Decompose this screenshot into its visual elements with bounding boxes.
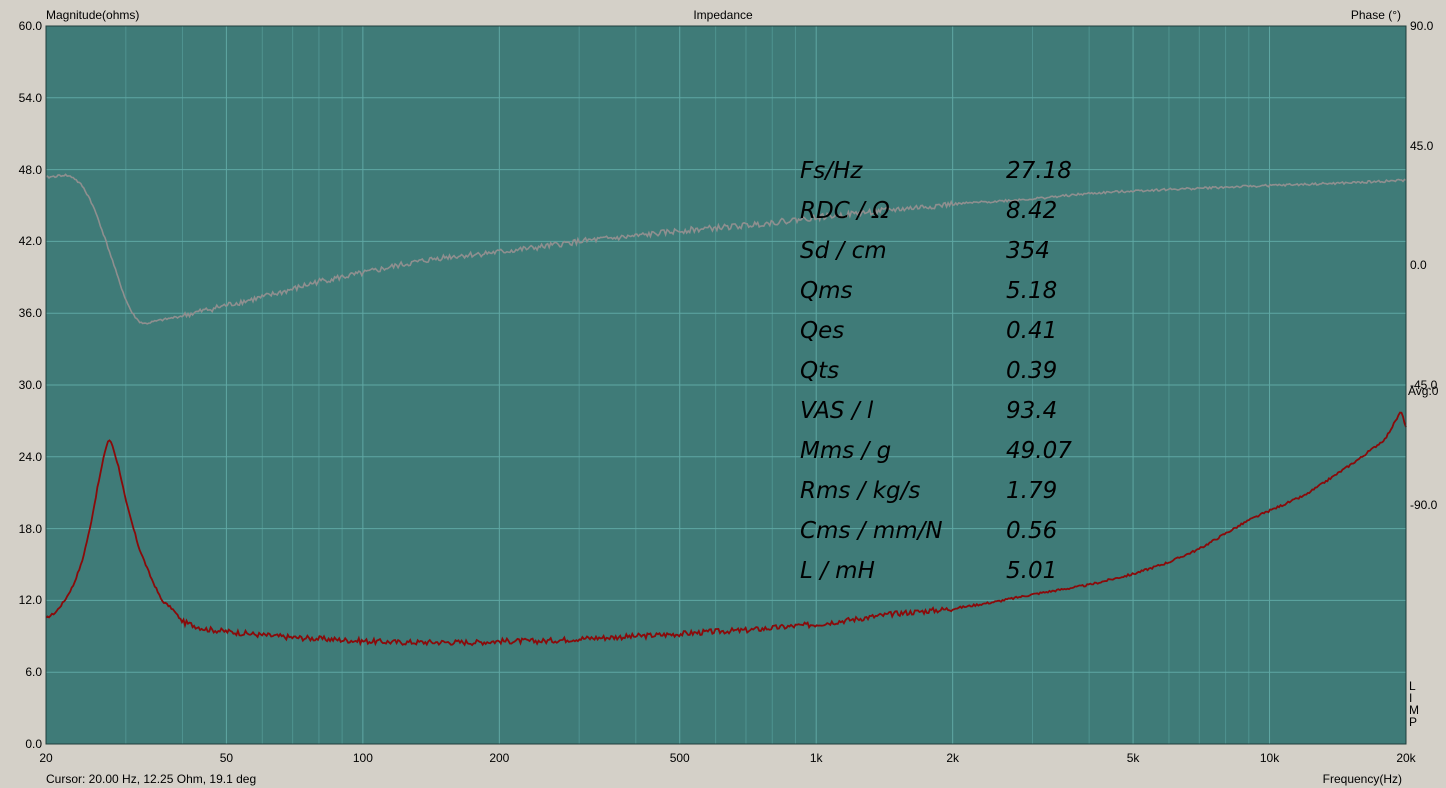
x-tick-label: 100 [352, 751, 373, 765]
avg-label: Avg:0 [1408, 384, 1439, 398]
x-tick-label: 1k [809, 751, 823, 765]
y2-tick-label: 0.0 [1410, 258, 1427, 273]
x-tick-label: 500 [669, 751, 690, 765]
param-name: Qts [800, 358, 840, 384]
param-value: 49.07 [1006, 438, 1072, 464]
x-tick-label: 5k [1126, 751, 1140, 765]
param-value: 1.79 [1006, 478, 1058, 504]
param-name: Mms / g [800, 438, 892, 464]
param-value: 0.39 [1006, 358, 1058, 384]
y-tick-label: 18.0 [18, 521, 42, 536]
param-value: 27.18 [1006, 158, 1072, 184]
x-tick-label: 20k [1396, 751, 1416, 765]
param-name: VAS / l [800, 398, 874, 424]
limp-letter: I [1409, 691, 1413, 705]
x-tick-label: 20 [39, 751, 53, 765]
y-tick-label: 0.0 [25, 737, 42, 751]
limp-label: L I M P [1409, 680, 1419, 728]
plot-border [45, 25, 1407, 745]
param-name: Rms / kg/s [800, 478, 921, 504]
param-value: 93.4 [1006, 398, 1058, 424]
param-value: 0.41 [1006, 318, 1058, 344]
param-name: L / mH [800, 558, 875, 584]
y-tick-label: 42.0 [18, 234, 42, 249]
chart-title: Impedance [693, 8, 753, 22]
y2-tick-label: 90.0 [1410, 19, 1434, 33]
y-tick-label: 36.0 [18, 306, 42, 321]
param-name: Fs/Hz [800, 158, 863, 184]
param-value: 5.18 [1006, 278, 1058, 304]
param-name: Sd / cm [800, 238, 887, 264]
y-tick-label: 60.0 [18, 19, 42, 33]
magnitude-series-line [45, 411, 1407, 647]
y-tick-label: 54.0 [18, 90, 42, 105]
param-value: 0.56 [1006, 518, 1058, 544]
limp-letter: M [1409, 703, 1419, 717]
x-tick-label: 50 [219, 751, 234, 765]
param-value: 8.42 [1006, 198, 1058, 224]
y2-tick-label: -90.0 [1410, 497, 1438, 512]
param-value: 354 [1006, 238, 1050, 264]
left-axis-title: Magnitude(ohms) [46, 8, 140, 22]
y2-tick-label: -45.0 [1410, 378, 1438, 392]
param-value: 5.01 [1006, 558, 1058, 584]
phase-series-line [45, 173, 1407, 325]
y-tick-label: 12.0 [18, 593, 42, 608]
x-tick-label: 10k [1259, 751, 1280, 765]
y-tick-label: 24.0 [18, 449, 42, 464]
x-tick-label: 2k [946, 751, 959, 765]
x-axis-title: Frequency(Hz) [1322, 772, 1402, 786]
limp-letter: P [1409, 715, 1418, 729]
cursor-readout: Cursor: 20.00 Hz, 12.25 Ohm, 19.1 deg [46, 772, 257, 786]
limp-letter: L [1409, 679, 1416, 693]
y-tick-label: 48.0 [18, 162, 42, 177]
y2-tick-label: 45.0 [1410, 138, 1434, 153]
y-tick-label: 30.0 [18, 378, 42, 392]
y-tick-label: 6.0 [25, 665, 42, 680]
grid [46, 26, 1406, 744]
right-axis-title: Phase (°) [1350, 8, 1401, 22]
param-name: Qms [800, 278, 853, 304]
param-name: Cms / mm/N [800, 518, 943, 544]
param-name: Qes [800, 318, 845, 344]
param-name: RDC / Ω [800, 198, 890, 224]
x-tick-label: 200 [489, 751, 510, 765]
